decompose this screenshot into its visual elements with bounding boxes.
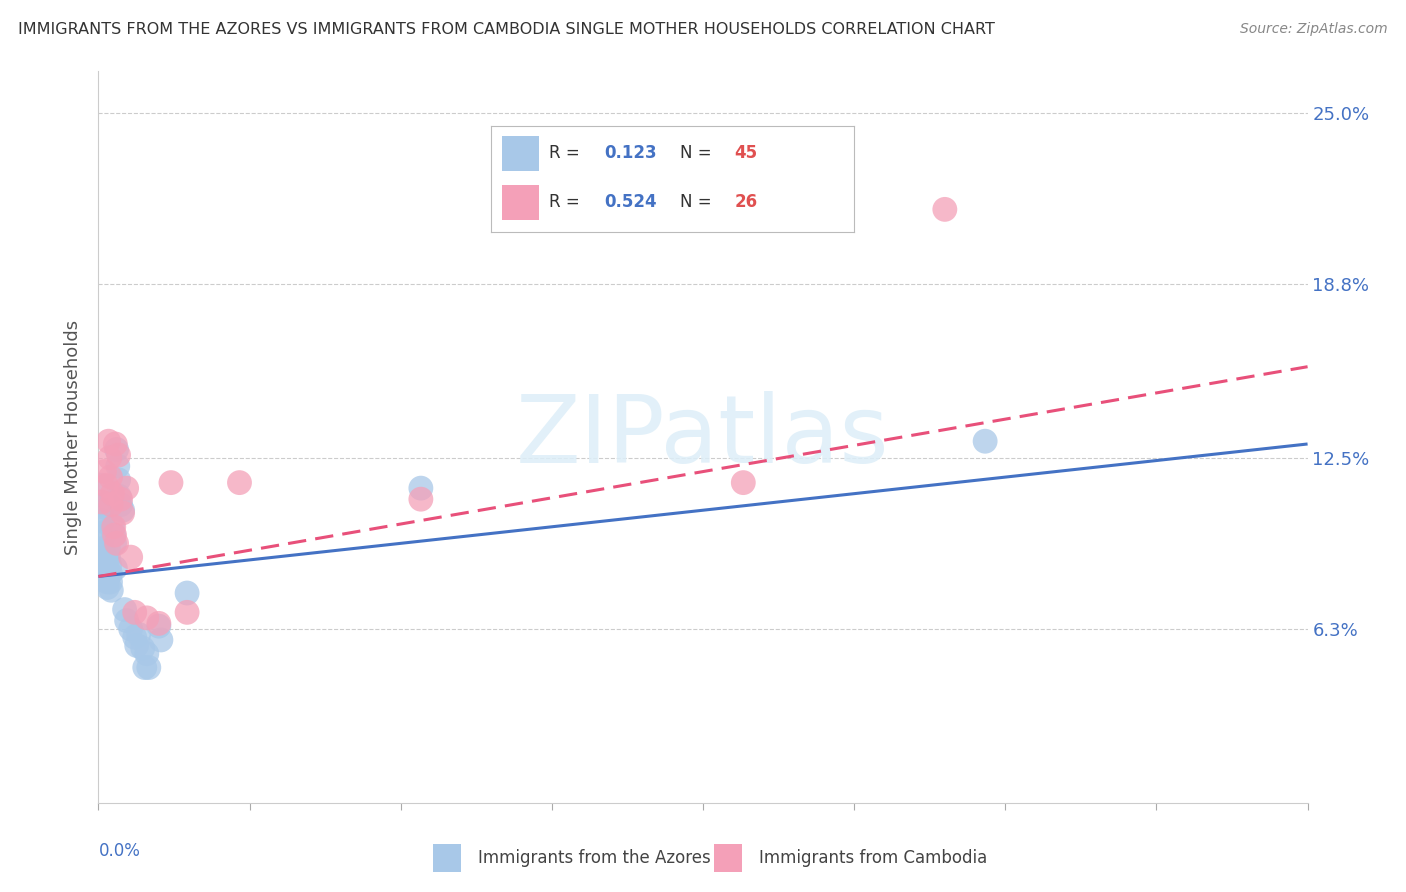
Point [93,465,115,479]
Text: Immigrants from the Azores: Immigrants from the Azores [478,849,711,867]
Point [733,475,755,490]
Point [228,475,250,490]
Text: Immigrants from Cambodia: Immigrants from Cambodia [759,849,987,867]
Point [409,481,432,495]
Point [108,490,131,504]
Point [115,481,138,495]
Point [148,616,170,631]
Point [149,632,172,647]
Point [107,458,129,473]
Point [160,475,183,490]
Point [115,614,138,628]
Point [100,566,122,581]
Point [97,550,120,565]
Point [101,486,124,500]
Point [93,500,115,515]
Point [103,528,125,542]
Point [100,470,122,484]
Point [974,434,997,449]
Point [148,619,170,633]
Point [96,574,118,589]
Point [93,556,115,570]
Point [124,605,146,619]
Point [96,561,118,575]
Point [97,434,120,449]
Text: IMMIGRANTS FROM THE AZORES VS IMMIGRANTS FROM CAMBODIA SINGLE MOTHER HOUSEHOLDS : IMMIGRANTS FROM THE AZORES VS IMMIGRANTS… [18,22,995,37]
Point [103,536,125,550]
Point [91,514,114,528]
Point [96,581,118,595]
Point [114,602,136,616]
Point [93,525,115,540]
Point [90,478,112,492]
Point [90,508,112,523]
Point [134,660,156,674]
Point [110,492,132,507]
Point [97,541,120,556]
Point [111,506,134,520]
Point [96,566,118,581]
Point [100,583,122,598]
Point [120,622,142,636]
Y-axis label: Single Mother Households: Single Mother Households [65,319,83,555]
Point [90,495,112,509]
Point [111,503,134,517]
Point [124,630,146,644]
Point [138,660,160,674]
Point [125,639,148,653]
Text: ZIPatlas: ZIPatlas [516,391,890,483]
Bar [433,844,461,872]
Point [94,550,117,565]
Point [104,437,127,451]
Point [91,531,114,545]
Point [104,561,127,575]
Point [409,492,432,507]
Text: 0.0%: 0.0% [98,842,141,860]
Point [107,473,129,487]
Point [91,498,114,512]
Point [132,641,155,656]
Point [128,627,150,641]
Point [107,448,129,462]
Bar [714,844,742,872]
Point [120,550,142,565]
Point [100,574,122,589]
Point [100,498,122,512]
Point [90,541,112,556]
Point [105,536,128,550]
Point [96,478,118,492]
Point [176,586,198,600]
Point [110,498,132,512]
Point [103,520,125,534]
Point [176,605,198,619]
Point [103,528,125,542]
Text: Source: ZipAtlas.com: Source: ZipAtlas.com [1240,22,1388,37]
Point [101,520,124,534]
Point [98,558,121,573]
Point [135,647,157,661]
Point [135,611,157,625]
Point [105,442,128,457]
Point [98,450,121,465]
Point [934,202,956,217]
